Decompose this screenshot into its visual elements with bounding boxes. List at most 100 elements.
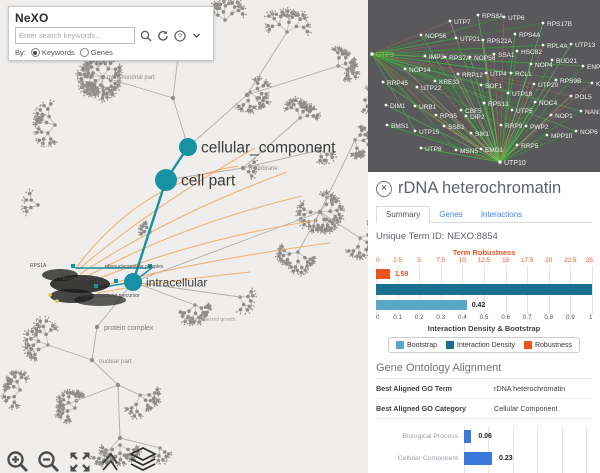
gene-node[interactable]: KRE33	[433, 79, 460, 86]
zoom-in-button[interactable]	[6, 450, 30, 473]
ontology-node-cellular-component[interactable]	[179, 138, 197, 156]
gene-node[interactable]: RPS4A	[513, 32, 541, 39]
svg-text:UTP7: UTP7	[454, 19, 471, 26]
svg-text:UTP8: UTP8	[425, 146, 442, 153]
radio-keywords[interactable]: Keywords	[30, 48, 75, 57]
gene-node[interactable]: HSC82	[515, 49, 543, 56]
cluster-node[interactable]	[148, 264, 152, 268]
gene-node[interactable]: DIP2	[464, 114, 485, 121]
cluster-node[interactable]	[114, 279, 118, 283]
gene-node[interactable]: RPS13	[482, 101, 509, 108]
gene-node[interactable]: UTP10	[498, 160, 526, 167]
gene-node[interactable]: SOF1	[479, 83, 503, 90]
search-icon[interactable]	[139, 29, 152, 42]
gene-node[interactable]: SSA1	[492, 52, 515, 59]
radio-genes-dot[interactable]	[79, 48, 89, 57]
gene-node[interactable]: URB1	[413, 104, 437, 111]
gene-node[interactable]: PWP2	[524, 124, 549, 131]
gene-node[interactable]: UTP22	[415, 85, 442, 92]
tab-summary[interactable]: Summary	[376, 206, 431, 223]
gene-node[interactable]: RRP45	[381, 80, 409, 87]
gene-node[interactable]: KRR1	[590, 81, 600, 88]
gene-node[interactable]: NOC4	[533, 100, 558, 107]
gene-node[interactable]: NOP56	[419, 33, 447, 40]
svg-text:DIP2: DIP2	[470, 114, 485, 121]
gene-node[interactable]: RRP12	[456, 72, 484, 79]
ontology-node-intracellular[interactable]	[124, 273, 142, 291]
gene-node[interactable]: RPS9B	[554, 78, 582, 85]
radio-keywords-dot[interactable]	[30, 48, 40, 57]
gene-node[interactable]: MSN5	[454, 148, 479, 155]
gene-node[interactable]: UTP20	[532, 82, 559, 89]
gene-node[interactable]: ENP1	[581, 64, 600, 71]
collapse-all-button[interactable]	[99, 450, 121, 473]
fit-to-screen-button[interactable]	[68, 450, 92, 473]
gene-node[interactable]: SIK1	[469, 131, 490, 138]
go-alignment-heading: Gene Ontology Alignment	[376, 362, 592, 379]
gene-node[interactable]: RPS7A	[443, 55, 471, 62]
gene-node[interactable]: RPS5	[434, 113, 458, 120]
gene-node[interactable]: NOP14	[403, 67, 431, 74]
gene-node[interactable]: UTP8	[419, 146, 442, 153]
ontology-node-cell-part[interactable]	[155, 169, 177, 191]
robustness-chart-title: Term Robustness	[452, 248, 516, 257]
gene-node[interactable]: UTP21	[454, 36, 481, 43]
gene-node[interactable]: NAN1	[579, 109, 600, 116]
gene-node[interactable]: NOP4	[529, 62, 553, 69]
gene-node[interactable]: UTP13	[569, 42, 596, 49]
gene-node[interactable]: RRP5	[515, 143, 539, 150]
chevron-down-icon[interactable]	[190, 29, 203, 42]
search-input[interactable]	[15, 27, 135, 44]
gene-node[interactable]: RCL1	[509, 71, 532, 78]
gene-node[interactable]: UTP18	[506, 91, 533, 98]
robustness-chart: Term Robustness 0 2.5 5 7.5 10 12.5 15 17.5 20 22…	[376, 248, 593, 353]
gene-node[interactable]: NOP6	[574, 129, 598, 136]
term-detail-panel: × rDNA heterochromatin Summary Genes Int…	[368, 172, 600, 473]
zoom-out-button[interactable]	[37, 450, 61, 473]
gene-node[interactable]: UTP5	[510, 108, 533, 115]
gene-node[interactable]: NOP1	[549, 113, 573, 120]
help-icon[interactable]: ?	[173, 29, 186, 42]
tab-interactions[interactable]: Interactions	[480, 210, 523, 219]
svg-text:POL5: POL5	[575, 94, 592, 101]
cluster-node[interactable]	[94, 284, 98, 288]
gene-node[interactable]: BMS1	[385, 123, 409, 130]
gene-node[interactable]: UTP4	[484, 71, 507, 78]
gene-node[interactable]: RRP9	[499, 123, 523, 130]
gene-node[interactable]: RPS17B	[541, 21, 572, 28]
gene-node[interactable]: RPS22A	[481, 38, 513, 45]
close-icon[interactable]: ×	[376, 180, 392, 197]
gene-node[interactable]: UTP7	[448, 19, 471, 26]
svg-text:RPS22A: RPS22A	[487, 38, 513, 45]
term-label: mitochondrial part	[107, 75, 155, 81]
gene-node[interactable]: IMP3	[423, 54, 445, 61]
go-term-row: Best Aligned GO Term rDNA heterochromati…	[376, 379, 592, 399]
svg-text:MPP10: MPP10	[551, 133, 573, 140]
gene-node[interactable]: UTP6	[502, 15, 525, 22]
go-category-row: Best Aligned GO Category Cellular Compon…	[376, 399, 592, 419]
gene-node[interactable]: EMG1	[479, 147, 504, 154]
gene-node[interactable]: BUD21	[550, 58, 578, 65]
gene-node[interactable]: UTP9	[370, 52, 394, 59]
cluster-node[interactable]	[71, 264, 75, 268]
tab-genes[interactable]: Genes	[439, 210, 463, 219]
gene-node[interactable]: CBF5	[459, 108, 482, 115]
gene-node[interactable]: POL5	[569, 94, 592, 101]
gene-node[interactable]: DIM1	[384, 103, 406, 110]
robustness-plot: 1.59 0.42	[376, 266, 593, 314]
gene-subnetwork-canvas[interactable]: UTP9 UTP10 UTP7 RPS8A UTP6 RPS17B NOP56 UTP21 RP…	[368, 0, 600, 172]
refresh-icon[interactable]	[156, 29, 169, 42]
gene-node[interactable]: RPS8A	[476, 13, 504, 20]
svg-text:UTP9: UTP9	[376, 52, 394, 59]
gene-node[interactable]: NOP58	[468, 55, 496, 62]
gene-node[interactable]: UTP15	[413, 129, 440, 136]
gene-node[interactable]: SSB1	[442, 124, 465, 131]
svg-text:UTP4: UTP4	[490, 71, 507, 78]
radio-genes[interactable]: Genes	[79, 48, 113, 57]
svg-text:DIM1: DIM1	[390, 103, 406, 110]
gene-node[interactable]: MPP10	[545, 133, 573, 140]
layers-button[interactable]	[128, 446, 158, 473]
svg-text:RPS5: RPS5	[440, 113, 457, 120]
gene-node[interactable]: RPL4A	[541, 43, 569, 50]
svg-text:RRP45: RRP45	[387, 80, 408, 87]
